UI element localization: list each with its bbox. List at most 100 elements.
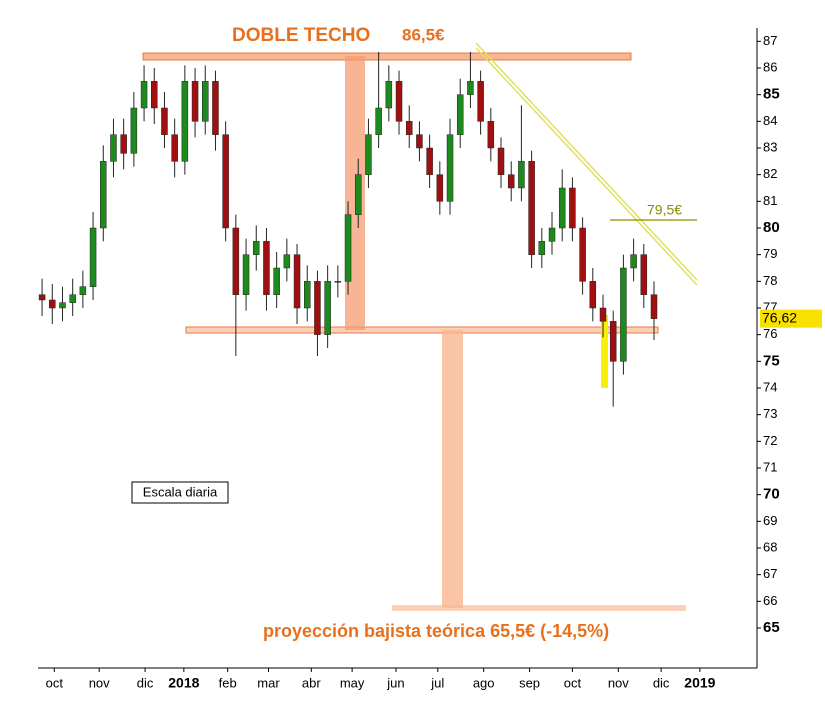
resistance-band — [142, 52, 632, 61]
candle-body — [558, 187, 566, 229]
candle-body — [385, 81, 393, 109]
candle-body — [242, 254, 250, 295]
candle-body — [273, 267, 280, 295]
y-tick-label: 67 — [763, 566, 777, 581]
y-tick-label: 82 — [763, 166, 777, 181]
x-tick-label: sep — [519, 675, 540, 690]
y-tick-label: 87 — [763, 33, 777, 48]
candle-body — [161, 107, 168, 135]
x-tick-label: dic — [137, 675, 154, 690]
scale-note: Escala diaria — [143, 484, 218, 499]
candle-body — [528, 161, 535, 255]
candle-body — [100, 161, 107, 229]
y-tick-label: 65 — [763, 619, 780, 636]
last-price-box — [760, 309, 822, 328]
x-tick-label: dic — [653, 675, 670, 690]
candle-body — [140, 81, 148, 109]
candle-body — [49, 299, 56, 309]
projection-label: proyección bajista teórica 65,5€ (-14,5%… — [263, 621, 609, 641]
y-tick-label: 75 — [763, 352, 780, 369]
candle-body — [38, 294, 46, 301]
y-tick-label: 86 — [763, 59, 777, 74]
candle-body — [650, 294, 658, 319]
candle-body — [609, 321, 617, 362]
candle-body — [446, 134, 454, 202]
candle-body — [181, 81, 189, 162]
projection-height-band — [442, 330, 463, 608]
candle-body — [171, 134, 178, 162]
candle-body — [569, 187, 576, 229]
y-tick-label: 83 — [763, 139, 777, 154]
candle-body — [436, 174, 444, 202]
candle-body — [59, 302, 66, 309]
y-tick-label: 74 — [763, 379, 777, 394]
candle-body — [395, 81, 403, 122]
x-tick-label: ago — [473, 675, 495, 690]
x-tick-label: mar — [257, 675, 280, 690]
title-main: DOBLE TECHO — [232, 25, 370, 46]
candle-body — [283, 254, 291, 269]
candle-body — [477, 81, 484, 122]
y-tick-label: 72 — [763, 433, 777, 448]
candle-body — [630, 254, 637, 269]
y-tick-label: 71 — [763, 459, 777, 474]
candle-body — [497, 147, 505, 175]
candle-body — [314, 281, 321, 335]
candle-body — [456, 94, 464, 135]
candle-body — [151, 81, 158, 109]
candle-body — [303, 281, 311, 309]
candle-body — [120, 134, 127, 154]
candle-body — [487, 121, 495, 149]
last-price: 76,62 — [762, 309, 797, 325]
highlight — [601, 315, 608, 388]
support-band — [185, 326, 659, 334]
x-tick-label: oct — [564, 675, 582, 690]
candle-body — [354, 174, 362, 215]
candle-body — [640, 254, 648, 295]
y-tick-label: 80 — [763, 219, 780, 236]
x-tick-label: 2019 — [684, 675, 715, 691]
candle-body — [416, 134, 423, 149]
candle-body — [579, 227, 586, 282]
candle-body — [467, 81, 474, 95]
candle-body — [191, 81, 199, 122]
trend-line — [475, 47, 698, 286]
y-tick-label: 79 — [763, 246, 777, 261]
candle-body — [293, 254, 301, 309]
candle-body — [232, 227, 240, 295]
x-tick-label: 2018 — [168, 675, 199, 691]
candle-body — [344, 214, 352, 282]
y-tick-label: 84 — [763, 113, 777, 128]
candle-body — [405, 121, 413, 135]
y-tick-label: 73 — [763, 406, 777, 421]
projection-band — [392, 605, 686, 611]
candle-body — [69, 294, 76, 303]
annotations: DOBLE TECHO 86,5€ 79,5€ Escala diaria pr… — [131, 25, 698, 641]
candle-body — [426, 147, 433, 175]
candle-body — [538, 241, 546, 255]
candle-body — [589, 281, 597, 309]
candle-body — [212, 81, 219, 135]
candle-body — [620, 267, 627, 362]
candle-body — [110, 134, 117, 162]
candle-body — [130, 107, 138, 154]
trend-line — [475, 42, 698, 281]
candle-body — [89, 227, 97, 287]
y-tick-label: 66 — [763, 593, 777, 608]
candle-body — [263, 241, 270, 295]
candle-body — [334, 281, 342, 283]
x-tick-label: oct — [46, 675, 64, 690]
x-tick-label: jul — [430, 675, 444, 690]
x-tick-label: jun — [386, 675, 404, 690]
x-tick-label: abr — [302, 675, 321, 690]
y-tick-label: 85 — [763, 86, 780, 103]
resistance-label: 79,5€ — [647, 202, 682, 218]
candle-body — [507, 174, 515, 189]
title-value: 86,5€ — [402, 25, 445, 44]
x-tick-label: feb — [219, 675, 237, 690]
y-tick-label: 69 — [763, 513, 777, 528]
candle-body — [518, 161, 525, 189]
y-tick-label: 81 — [763, 193, 777, 208]
candle-body — [375, 107, 382, 135]
